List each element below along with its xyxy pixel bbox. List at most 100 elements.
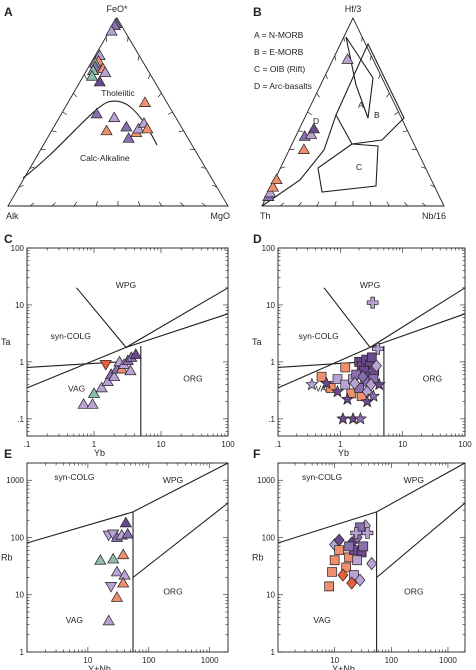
tick-mark — [137, 55, 140, 61]
data-point — [361, 527, 374, 539]
data-point — [353, 411, 368, 425]
tick-mark — [157, 92, 162, 98]
tholeiitic-calc-alkaline-boundary — [22, 100, 158, 179]
tick-mark — [201, 202, 207, 207]
x-tick-label: 100 — [142, 656, 156, 665]
data-point — [85, 70, 99, 81]
field-label-org: ORG — [404, 587, 423, 597]
tick-mark — [378, 74, 381, 80]
field-label-syn-colg: syn-COLG — [302, 472, 342, 482]
data-point — [117, 576, 130, 588]
org-boundary — [376, 502, 466, 578]
tick-mark — [298, 202, 302, 207]
data-points — [324, 519, 378, 592]
data-point — [119, 516, 132, 528]
tick-mark — [178, 130, 184, 133]
tick-mark — [394, 111, 399, 116]
data-point — [336, 411, 350, 425]
tick-mark — [307, 111, 312, 116]
data-point — [264, 186, 277, 198]
tick-mark — [51, 202, 56, 207]
data-point — [99, 66, 112, 77]
ternary-ticks — [270, 36, 436, 207]
field-label-a: A — [358, 100, 364, 110]
wpg-colg-boundary — [323, 287, 371, 348]
wpg-boundary — [376, 462, 466, 513]
legend-entry: B = E-MORB — [254, 47, 304, 57]
tick-mark — [279, 202, 285, 207]
apex-label-left: Alk — [6, 211, 19, 221]
x-tick-label: .1 — [275, 440, 282, 449]
x-tick-label: 100 — [458, 440, 472, 449]
x-axis-label: Y+Nb — [88, 664, 111, 670]
x-tick-label: 1 — [338, 440, 343, 449]
ternary-frame — [7, 17, 229, 207]
tick-mark — [430, 184, 436, 188]
tick-mark — [29, 166, 35, 169]
panel-D: .1 1 10 100 .1 1 10 100 Yb Ta WPG syn-COLG VAG ORG — [252, 244, 472, 458]
data-point — [305, 377, 319, 391]
data-point — [329, 555, 340, 566]
data-point — [138, 96, 152, 107]
data-point — [110, 591, 124, 602]
tick-mark — [105, 36, 107, 42]
field-label-vag: VAG — [313, 615, 330, 625]
panel-letter-d: D — [253, 232, 262, 246]
data-point — [104, 582, 118, 593]
tick-mark — [95, 201, 98, 207]
data-point — [349, 376, 361, 390]
tick-mark — [402, 130, 408, 133]
tick-mark — [369, 201, 372, 207]
apex-label-left: Th — [260, 211, 271, 221]
tick-mark — [147, 74, 151, 80]
panel-letter-e: E — [4, 447, 12, 461]
x-tick-label: 100 — [385, 656, 399, 665]
tick-mark — [73, 201, 78, 207]
data-points — [305, 296, 386, 425]
y-tick-label: 10 — [266, 591, 275, 600]
data-point — [357, 370, 369, 384]
field-label-d: D — [313, 116, 319, 126]
y-tick-label: 100 — [262, 533, 276, 542]
data-point — [307, 122, 320, 134]
field-label-wpg: WPG — [360, 280, 380, 290]
orgvag-boundary — [369, 313, 466, 348]
data-point — [120, 120, 133, 132]
field-label-org: ORG — [163, 587, 182, 597]
data-point — [327, 567, 337, 577]
field-label-vag: VAG — [68, 384, 85, 394]
x-axis-label: Y+Nb — [332, 664, 355, 670]
data-point — [110, 565, 124, 577]
data-point — [366, 557, 378, 571]
data-point — [334, 545, 344, 556]
field-label-org: ORG — [183, 374, 202, 384]
data-point — [340, 392, 355, 405]
tick-mark — [369, 55, 372, 61]
data-point — [87, 387, 101, 398]
orgvag-boundary — [125, 313, 229, 348]
field-boundary-c — [317, 143, 379, 193]
field-boundary-b — [335, 42, 405, 145]
panel-A: FeO* Alk MgO Tholeiitic Calc-Alkaline — [6, 4, 230, 221]
tick-mark — [316, 92, 320, 98]
tick-mark — [280, 166, 286, 169]
data-point — [122, 132, 135, 143]
tick-mark — [386, 201, 390, 207]
legend-entry: C = OIB (Rift) — [254, 64, 305, 74]
y-axis-label: Rb — [1, 553, 13, 563]
data-point — [337, 568, 349, 582]
x-tick-label: 10 — [83, 656, 92, 665]
field-label-syn-colg: syn-COLG — [51, 331, 91, 341]
y-tick-label: 1 — [271, 648, 276, 657]
plot-frame — [26, 462, 229, 653]
tick-mark — [420, 166, 426, 169]
panel-letter-b: B — [253, 5, 262, 19]
apex-label-right: MgO — [210, 211, 230, 221]
y-tick-label: 10 — [15, 591, 24, 600]
data-point — [371, 359, 382, 373]
data-point — [100, 124, 113, 136]
data-point — [330, 384, 345, 398]
x-tick-label: 1000 — [439, 656, 457, 665]
